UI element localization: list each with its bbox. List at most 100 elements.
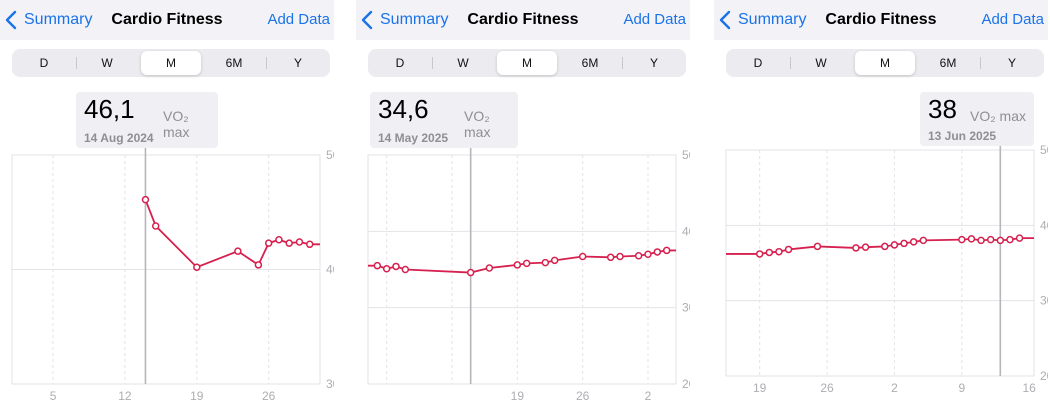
data-point[interactable] [578,252,587,261]
segment-y[interactable]: Y [293,56,302,70]
data-point[interactable] [373,261,382,270]
data-point[interactable] [541,258,550,267]
plot-frame [725,149,1035,377]
data-point[interactable] [550,256,559,265]
data-point[interactable] [662,246,671,255]
cardio-panel-aug-2024: Summary Cardio Fitness Add Data D W M 6M… [0,0,334,404]
y-tick-label: 30 [326,377,334,391]
period-segmented-control: D W M 6M Y [726,49,1044,77]
x-tick-label: 2 [645,389,652,403]
x-tick-label: 2 [891,381,898,395]
segment-d[interactable]: D [395,56,405,70]
data-point[interactable] [967,235,976,243]
segment-m[interactable]: M [497,51,557,75]
data-point[interactable] [522,259,531,268]
back-button[interactable]: Summary [4,0,92,40]
segment-m[interactable]: M [141,51,201,75]
x-tick-label: 9 [958,381,965,395]
data-point[interactable] [996,236,1005,245]
chevron-left-icon [361,10,373,30]
data-point[interactable] [909,238,918,246]
add-data-button[interactable]: Add Data [981,11,1044,28]
data-point[interactable] [644,250,652,258]
segment-6m[interactable]: 6M [939,56,957,70]
y-tick-label: 20 [682,377,690,391]
data-point[interactable] [1015,234,1024,242]
segment-w[interactable]: W [815,56,827,70]
y-tick-label: 40 [1040,218,1048,232]
data-point[interactable] [285,239,293,247]
data-point[interactable] [485,264,494,272]
data-point[interactable] [193,263,201,271]
vo2-line-chart: 50 40 30 5 12 19 26 [11,148,334,403]
vo2-line-chart: 50 40 30 20 19 26 2 9 16 [725,143,1048,395]
data-point[interactable] [401,265,410,274]
data-point[interactable] [264,239,273,247]
vo2-value: 34,6 [378,94,429,124]
segment-w[interactable]: W [101,56,113,70]
chevron-left-icon [719,10,731,30]
data-point[interactable] [775,247,783,256]
callout-date: 13 Jun 2025 [928,129,997,143]
segment-d[interactable]: D [39,56,49,70]
back-button[interactable]: Summary [718,0,806,40]
data-point[interactable] [392,262,400,271]
data-point[interactable] [1006,235,1014,244]
segment-y[interactable]: Y [649,56,658,70]
y-tick-label: 50 [682,148,690,162]
segment-6m[interactable]: 6M [225,56,243,70]
data-point[interactable] [977,236,985,245]
data-point[interactable] [852,244,860,252]
segment-y[interactable]: Y [1007,56,1016,70]
segment-6m[interactable]: 6M [581,56,599,70]
x-tick-label: 19 [511,389,525,403]
segment-m[interactable]: M [855,51,915,75]
data-point[interactable] [634,252,643,260]
data-point[interactable] [254,261,263,269]
data-point[interactable] [513,261,522,269]
data-point[interactable] [900,239,908,248]
add-data-button[interactable]: Add Data [623,11,686,28]
data-point[interactable] [275,235,283,244]
data-point[interactable] [890,241,899,249]
x-tick-label: 26 [820,381,834,395]
data-point[interactable] [653,248,662,256]
nav-bar: Summary Cardio Fitness Add Data [0,0,334,40]
data-point[interactable] [141,195,150,204]
period-segmented-control: D W M 6M Y [12,49,330,77]
segment-w[interactable]: W [457,56,469,70]
data-point[interactable] [606,253,615,262]
y-tick-label: 40 [326,263,334,277]
data-point[interactable] [861,243,870,251]
data-point[interactable] [295,238,304,246]
callout-date: 14 Aug 2024 [84,131,154,145]
data-point[interactable] [813,242,822,251]
data-point[interactable] [784,245,793,254]
data-point[interactable] [958,235,966,244]
data-point[interactable] [881,242,889,251]
y-tick-label: 30 [1040,294,1048,308]
data-point[interactable] [765,248,774,257]
data-point[interactable] [986,235,995,244]
x-tick-label: 12 [118,389,132,403]
data-point[interactable] [234,247,242,255]
back-label: Summary [380,11,449,28]
data-point[interactable] [616,252,624,261]
data-point[interactable] [755,250,764,258]
data-point[interactable] [466,268,475,277]
data-point[interactable] [151,222,160,230]
data-point[interactable] [305,240,314,249]
add-data-button[interactable]: Add Data [267,11,330,28]
value-callout: 38 VO₂ max 13 Jun 2025 [920,92,1034,146]
vo2-unit: VO₂ max [970,108,1026,124]
value-callout: 34,6 VO₂ max 14 May 2025 [370,92,518,148]
y-tick-label: 50 [326,148,334,162]
vo2-unit: VO₂ max [163,108,190,140]
data-point[interactable] [919,236,928,245]
data-point[interactable] [382,264,391,273]
period-segmented-control: D W M 6M Y [368,49,686,77]
segment-d[interactable]: D [753,56,763,70]
chevron-left-icon [5,10,17,30]
back-button[interactable]: Summary [360,0,448,40]
vo2-series-line [144,199,320,269]
